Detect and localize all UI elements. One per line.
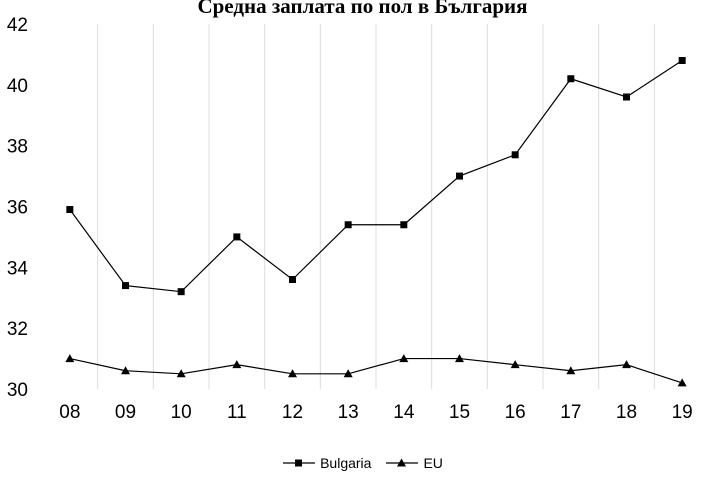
- legend-label-bulgaria: Bulgaria: [320, 455, 371, 471]
- data-point-bulgaria: [233, 233, 240, 240]
- data-point-bulgaria: [400, 221, 407, 228]
- data-point-bulgaria: [289, 276, 296, 283]
- data-point-bulgaria: [623, 94, 630, 101]
- x-tick-label: 10: [171, 402, 192, 423]
- y-tick-label: 34: [7, 258, 29, 279]
- y-tick-label: 36: [7, 198, 28, 219]
- y-tick-label: 40: [7, 76, 28, 97]
- x-tick-label: 18: [616, 402, 637, 423]
- legend-marker-square: [282, 457, 316, 469]
- data-point-bulgaria: [679, 57, 686, 64]
- y-tick-label: 30: [7, 380, 28, 401]
- data-point-eu: [65, 354, 74, 362]
- legend-item-eu: EU: [385, 455, 442, 471]
- x-tick-label: 09: [115, 402, 136, 423]
- data-point-bulgaria: [122, 282, 129, 289]
- x-tick-label: 14: [393, 402, 415, 423]
- data-point-bulgaria: [567, 75, 574, 82]
- x-tick-label: 15: [449, 402, 470, 423]
- data-point-eu: [622, 360, 631, 368]
- x-tick-label: 17: [560, 402, 581, 423]
- x-tick-label: 12: [282, 402, 303, 423]
- data-point-bulgaria: [512, 151, 519, 158]
- data-point-bulgaria: [345, 221, 352, 228]
- x-tick-label: 11: [227, 402, 247, 423]
- x-tick-label: 16: [505, 402, 526, 423]
- y-tick-label: 38: [7, 137, 28, 158]
- data-point-bulgaria: [66, 206, 73, 213]
- legend-item-bulgaria: Bulgaria: [282, 455, 371, 471]
- y-tick-label: 32: [7, 319, 28, 340]
- x-tick-label: 13: [338, 402, 359, 423]
- data-point-eu: [232, 360, 241, 368]
- x-tick-label: 08: [59, 402, 80, 423]
- data-point-bulgaria: [178, 288, 185, 295]
- y-tick-label: 42: [7, 15, 28, 36]
- x-tick-label: 19: [672, 402, 693, 423]
- legend-marker-triangle: [385, 457, 419, 469]
- legend-label-eu: EU: [423, 455, 442, 471]
- data-point-bulgaria: [456, 173, 463, 180]
- legend: Bulgaria EU: [0, 455, 725, 471]
